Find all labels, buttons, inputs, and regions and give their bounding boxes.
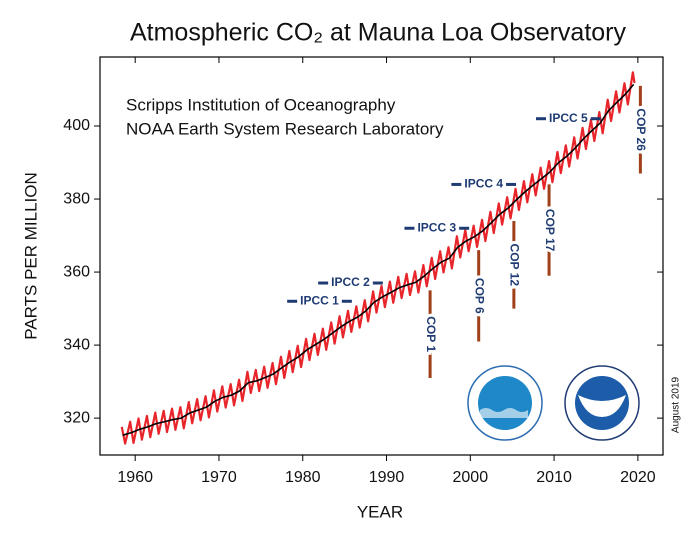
plot-frame <box>99 56 664 456</box>
x-tick-label: 1970 <box>201 469 237 486</box>
ipcc-label: IPCC 5 <box>549 111 588 125</box>
subtitle: Scripps Institution of Oceanography <box>126 95 396 114</box>
cop-label: COP 1 <box>424 316 438 352</box>
cop-label: COP 17 <box>543 209 557 252</box>
noaa-logo <box>564 365 640 441</box>
y-tick-label: 360 <box>63 263 90 280</box>
cop-label: COP 6 <box>473 278 487 314</box>
scripps-logo <box>467 365 543 441</box>
x-tick-label: 1960 <box>117 469 153 486</box>
ipcc-label: IPCC 2 <box>331 275 370 289</box>
y-tick-label: 340 <box>63 336 90 353</box>
y-tick-label: 400 <box>63 117 90 134</box>
x-axis-label: YEAR <box>357 502 403 521</box>
y-tick-label: 320 <box>63 409 90 426</box>
ipcc-label: IPCC 4 <box>464 177 503 191</box>
subtitle: NOAA Earth System Research Laboratory <box>126 119 444 138</box>
y-axis-label: PARTS PER MILLION <box>21 172 40 340</box>
chart-title: Atmospheric CO₂ at Mauna Loa Observatory <box>130 19 627 47</box>
data-line <box>122 83 635 437</box>
cop-label: COP 26 <box>634 108 648 151</box>
x-tick-label: 2020 <box>620 469 656 486</box>
y-tick-label: 380 <box>63 190 90 207</box>
ipcc-label: IPCC 1 <box>300 293 339 307</box>
x-tick-label: 1990 <box>369 469 405 486</box>
x-tick-label: 2000 <box>453 469 489 486</box>
ipcc-label: IPCC 3 <box>417 220 456 234</box>
x-tick-label: 2010 <box>536 469 572 486</box>
x-tick-label: 1980 <box>285 469 321 486</box>
cop-label: COP 12 <box>508 244 522 287</box>
date-note: August 2019 <box>671 376 682 433</box>
